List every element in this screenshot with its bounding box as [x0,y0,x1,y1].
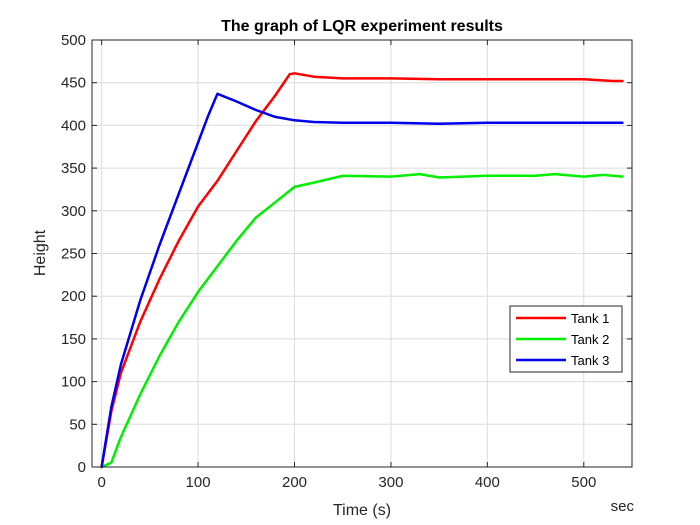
legend-label: Tank 1 [571,311,609,326]
y-tick-label: 400 [61,117,86,134]
x-tick-label: 200 [282,474,307,491]
x-tick-label: 400 [475,474,500,491]
series-line-tank-2 [100,172,624,469]
x-unit-note: sec [611,498,635,515]
y-tick-label: 200 [61,288,86,305]
y-tick-label: 500 [61,32,86,49]
y-tick-label: 100 [61,374,86,391]
y-tick-label: 350 [61,160,86,177]
x-tick-label: 100 [186,474,211,491]
legend-label: Tank 2 [571,332,609,347]
tick-marks [92,39,632,468]
x-tick-label: 500 [571,474,596,491]
y-axis-label: Height [32,229,49,276]
x-tick-label: 0 [97,474,105,491]
x-tick-label: 300 [378,474,403,491]
legend-label: Tank 3 [571,353,609,368]
x-axis-label: Time (s) [333,502,391,519]
y-tick-label: 0 [78,459,86,476]
chart-title: The graph of LQR experiment results [221,18,503,35]
y-tick-label: 450 [61,75,86,92]
series-line-tank-3 [100,92,624,469]
y-tick-label: 300 [61,203,86,220]
series-lines [100,72,624,469]
y-tick-label: 50 [69,416,86,433]
y-tick-label: 150 [61,331,86,348]
y-tick-label: 250 [61,246,86,263]
legend: Tank 1 Tank 2 Tank 3 [509,305,623,373]
series-line-tank-1 [100,72,624,469]
tick-labels: 0 100 200 300 400 500 0 50 100 150 200 250 300 350 400… [61,32,596,491]
